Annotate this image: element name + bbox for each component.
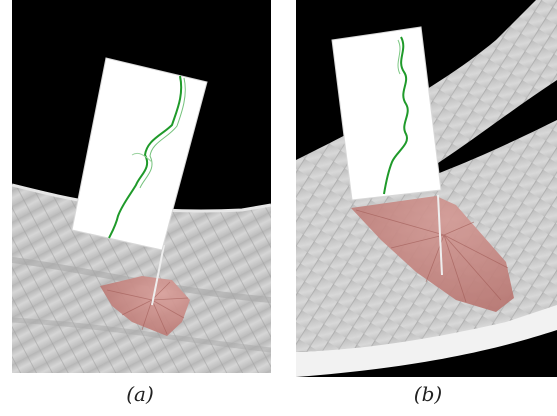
- pole: [437, 194, 443, 276]
- panel-a: [12, 0, 271, 373]
- caption-b: (b): [413, 382, 443, 406]
- panel-a-render: [12, 0, 271, 373]
- pole: [151, 244, 165, 306]
- caption-a: (a): [126, 382, 154, 406]
- panel-b-render: [296, 0, 557, 377]
- surface-rim: [296, 305, 557, 377]
- panel-b: [296, 0, 557, 377]
- trace-card: [331, 26, 442, 201]
- trace-line: [108, 75, 183, 239]
- trace-line: [383, 36, 409, 195]
- fan-region: [100, 276, 190, 336]
- fan-region: [351, 196, 514, 312]
